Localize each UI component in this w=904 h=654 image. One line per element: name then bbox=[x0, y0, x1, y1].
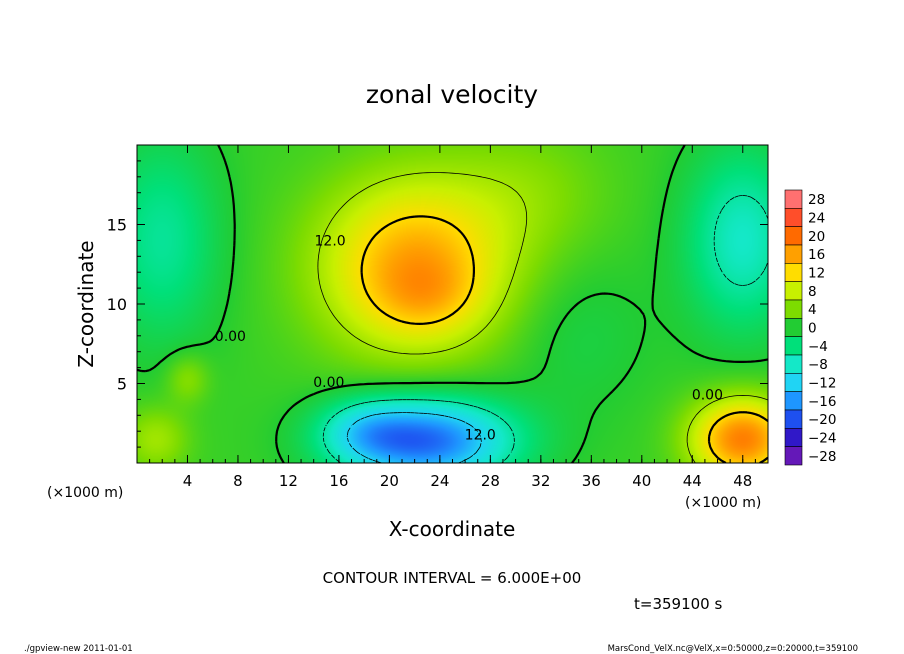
x-tick-label: 36 bbox=[582, 472, 601, 490]
colorbar-label: 28 bbox=[808, 192, 825, 208]
x-tick-label: 32 bbox=[531, 472, 550, 490]
x-unit-label: (×1000 m) bbox=[685, 495, 761, 511]
colorbar-label: −16 bbox=[808, 394, 837, 410]
y-axis-label: Z-coordinate bbox=[74, 240, 98, 367]
footer-right-text: MarsCond_VelX.nc@VelX,x=0:50000,z=0:2000… bbox=[608, 644, 858, 654]
y-axis-ticks: 5 10 15 bbox=[107, 160, 768, 448]
footer-left-text: ./gpview-new 2011-01-01 bbox=[24, 644, 133, 654]
x-tick-label: 24 bbox=[430, 472, 449, 490]
colorbar-swatch bbox=[784, 336, 803, 356]
colorbar-swatch bbox=[784, 299, 803, 319]
contour-interval-text: CONTOUR INTERVAL = 6.000E+00 bbox=[323, 569, 582, 587]
y-tick-label: 10 bbox=[107, 295, 127, 314]
colorbar-label: −8 bbox=[808, 357, 828, 373]
colorbar-swatch bbox=[784, 373, 803, 392]
colorbar-label: −12 bbox=[808, 376, 837, 392]
colorbar-swatch bbox=[784, 189, 803, 209]
time-label: t=359100 s bbox=[634, 595, 722, 613]
y-unit-label: (×1000 m) bbox=[47, 485, 123, 501]
colorbar-swatch bbox=[784, 409, 803, 429]
contour-labels: 12.0 12.0 0.00 0.00 0.00 bbox=[215, 233, 723, 443]
contour-label: 0.00 bbox=[313, 375, 344, 391]
x-tick-label: 12 bbox=[279, 472, 298, 490]
x-tick-label: 20 bbox=[380, 472, 399, 490]
colorbar-label: 12 bbox=[808, 266, 825, 282]
contour-line bbox=[346, 412, 482, 463]
x-tick-label: 48 bbox=[733, 472, 752, 490]
contour-label: 12.0 bbox=[315, 233, 346, 249]
colorbar-swatch bbox=[784, 208, 803, 227]
velocity-field-image bbox=[137, 145, 768, 463]
colorbar-swatch bbox=[784, 281, 803, 301]
contour-label: 0.00 bbox=[215, 329, 246, 345]
x-tick-label: 8 bbox=[233, 472, 243, 490]
x-axis-label: X-coordinate bbox=[389, 517, 516, 541]
colorbar-label: −4 bbox=[808, 339, 828, 355]
colorbar-swatch bbox=[784, 263, 803, 282]
colorbar-label: −24 bbox=[808, 431, 837, 447]
colorbar-label: 4 bbox=[808, 302, 817, 318]
colorbar-label: 16 bbox=[808, 247, 825, 263]
contour-line bbox=[360, 215, 768, 463]
colorbar-label: 20 bbox=[808, 229, 825, 245]
colorbar-label: 24 bbox=[808, 211, 825, 227]
colorbar-label: −20 bbox=[808, 412, 837, 428]
colorbar-swatch bbox=[784, 428, 803, 447]
colorbar-swatch bbox=[784, 391, 803, 411]
chart-title: zonal velocity bbox=[366, 80, 538, 109]
colorbar-label: 8 bbox=[808, 284, 817, 300]
x-tick-label: 40 bbox=[632, 472, 651, 490]
x-tick-label: 16 bbox=[329, 472, 348, 490]
x-axis-ticks: 4 8 12 16 20 24 28 32 36 40 44 48 bbox=[149, 145, 756, 490]
y-tick-label: 5 bbox=[117, 375, 127, 394]
colorbar: 28 24 20 16 12 8 4 0 −4 −8 −12 −16 −20 −24 −28 bbox=[784, 189, 837, 466]
colorbar-label: −28 bbox=[808, 449, 837, 465]
contour-lines bbox=[137, 145, 768, 463]
colorbar-swatch bbox=[784, 318, 803, 337]
contour-line bbox=[137, 145, 768, 463]
x-tick-label: 44 bbox=[683, 472, 702, 490]
colorbar-swatch bbox=[784, 244, 803, 264]
contour-label: 0.00 bbox=[692, 388, 723, 404]
contour-line bbox=[322, 195, 768, 463]
plot-area: 12.0 12.0 0.00 0.00 0.00 bbox=[136, 144, 769, 464]
x-tick-label: 4 bbox=[183, 472, 193, 490]
y-tick-label: 15 bbox=[107, 216, 127, 235]
colorbar-swatch bbox=[784, 226, 803, 246]
x-tick-label: 28 bbox=[481, 472, 500, 490]
colorbar-swatch bbox=[784, 446, 803, 466]
colorbar-swatch bbox=[784, 354, 803, 374]
colorbar-label: 0 bbox=[808, 321, 817, 337]
contour-label: 12.0 bbox=[465, 427, 496, 443]
